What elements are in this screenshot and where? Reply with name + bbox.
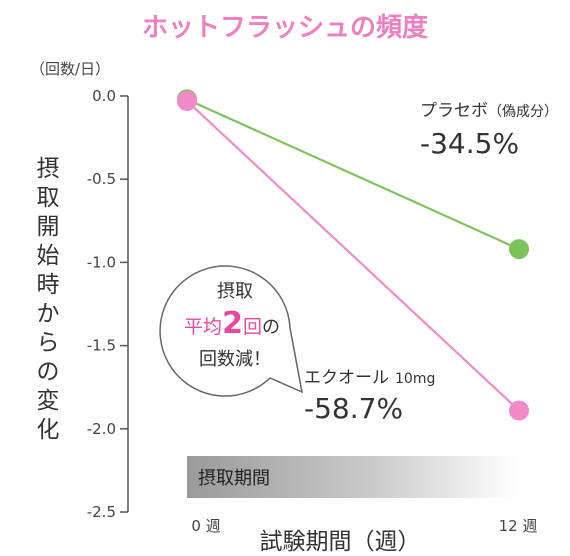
y-axis-label-char: 始 [37, 243, 60, 269]
y-axis-label-char: 変 [37, 388, 60, 414]
data-point-equol [177, 90, 197, 111]
series-name-placebo: プラセボ（偽成分） [420, 101, 558, 121]
intake-period-bar [187, 456, 517, 498]
callout-line-1: 摂取 [217, 281, 253, 302]
y-axis-unit: （回数/日） [30, 60, 110, 78]
data-point-equol [509, 400, 529, 421]
callout-line-2: 平均2回の [184, 306, 280, 341]
callout-line-3: 回数減！ [199, 349, 271, 370]
y-axis-label-char: 摂 [37, 156, 60, 182]
series-percent-placebo: -34.5% [420, 127, 519, 160]
series-line-placebo [186, 98, 520, 251]
series-label-equol: エクオール 10mg -58.7% [304, 368, 435, 425]
y-axis: 0.0 -0.5 -1.0 -1.5 -2.0 -2.5 [87, 87, 129, 521]
y-axis-label-char: 取 [37, 185, 60, 211]
chart-title: ホットフラッシュの頻度 [142, 12, 428, 43]
series-label-placebo: プラセボ（偽成分） -34.5% [420, 101, 558, 160]
series-name-equol: エクオール 10mg [304, 368, 435, 388]
y-axis-label-char: 化 [37, 417, 60, 443]
callout-bubble: 摂取 平均2回の 回数減！ [159, 265, 303, 397]
y-axis-label-char: か [37, 301, 60, 327]
x-axis-label: 試験期間（週） [260, 529, 421, 555]
callout-bubble-shape [159, 265, 303, 397]
y-tick-label: 0.0 [92, 87, 116, 105]
series-percent-equol: -58.7% [304, 392, 403, 425]
y-axis-label-char: 開 [37, 214, 60, 240]
y-tick-label: -1.0 [87, 253, 116, 271]
y-axis-label-char: 時 [37, 272, 60, 298]
y-tick-label: -1.5 [87, 337, 116, 355]
y-tick-label: -2.0 [87, 420, 116, 438]
x-axis: 0 週 12 週 [191, 517, 537, 535]
y-axis-label-char: ら [37, 330, 60, 356]
x-tick-label: 0 週 [191, 517, 220, 535]
y-tick-label: -0.5 [87, 170, 116, 188]
x-tick-label: 12 週 [499, 517, 538, 535]
y-tick-label: -2.5 [87, 503, 116, 521]
series-note-placebo: （偽成分） [488, 104, 558, 120]
data-point-placebo [509, 239, 529, 260]
series-note-equol: 10mg [395, 371, 435, 387]
series-line-equol [186, 100, 520, 412]
y-axis-label-char: の [37, 359, 60, 385]
intake-period-band: 摂取期間 [187, 456, 517, 498]
intake-period-label: 摂取期間 [198, 468, 270, 489]
